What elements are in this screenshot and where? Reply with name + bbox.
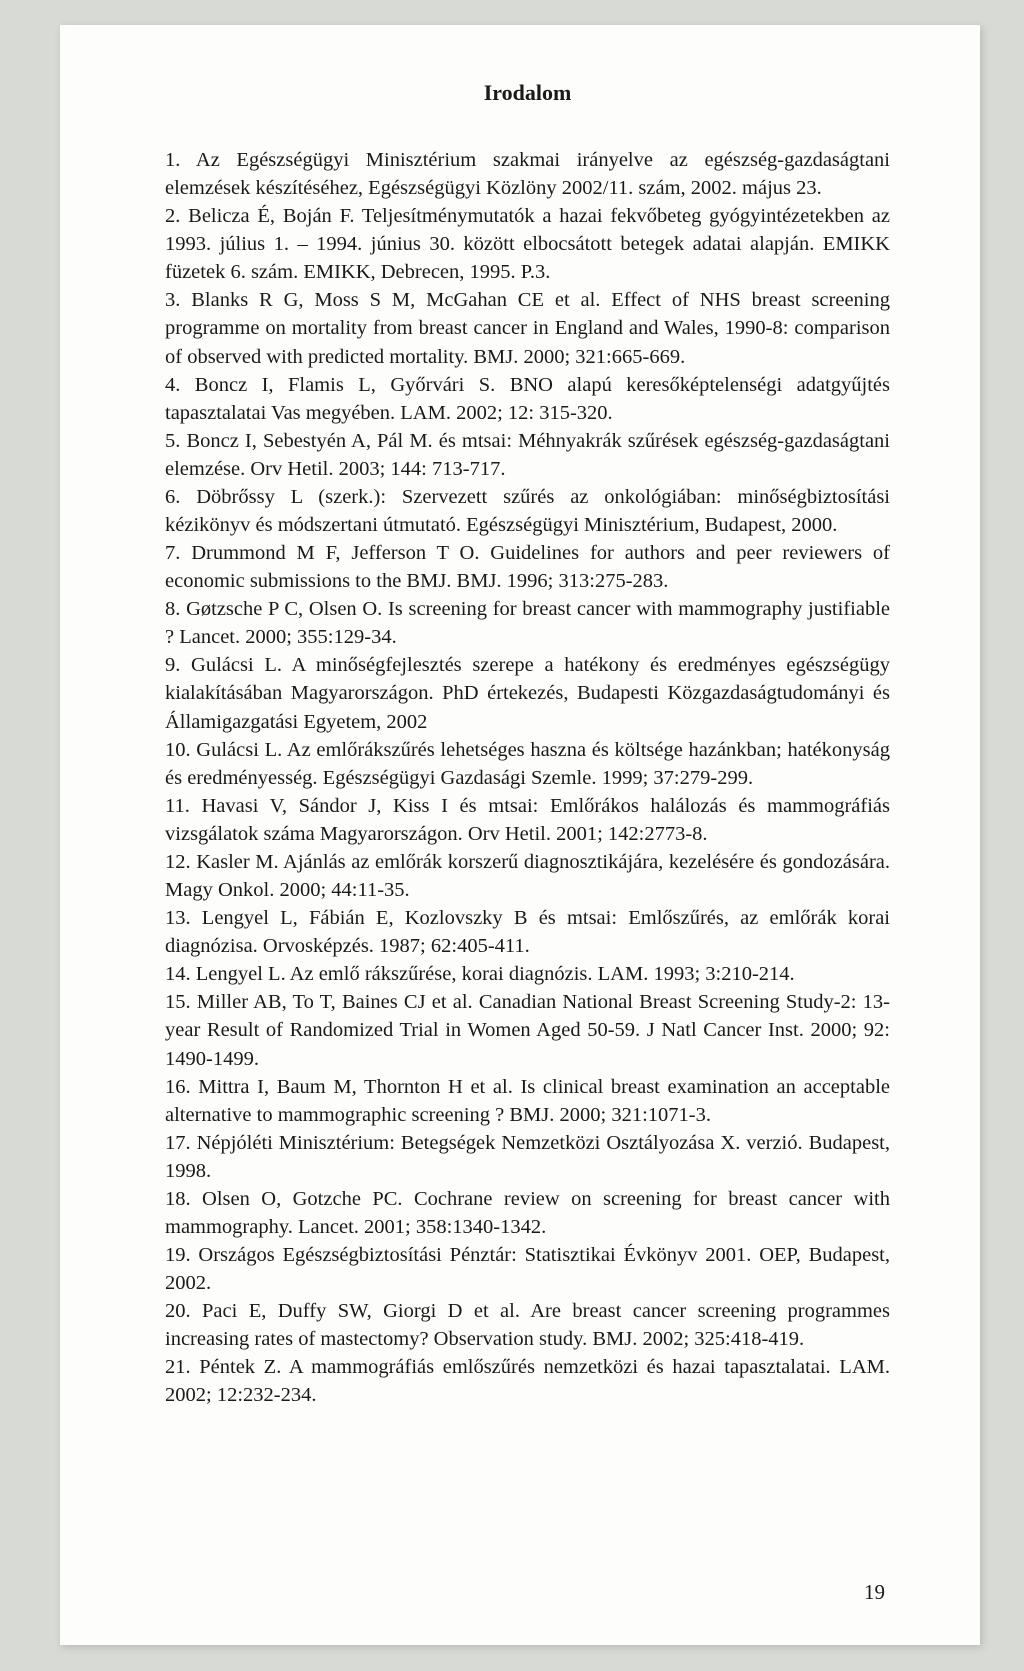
page-title: Irodalom [165,80,890,106]
reference-item: 12. Kasler M. Ajánlás az emlőrák korszer… [165,848,890,904]
reference-item: 7. Drummond M F, Jefferson T O. Guidelin… [165,539,890,595]
reference-item: 13. Lengyel L, Fábián E, Kozlovszky B és… [165,904,890,960]
reference-item: 4. Boncz I, Flamis L, Győrvári S. BNO al… [165,371,890,427]
page-number: 19 [864,1580,885,1605]
reference-item: 16. Mittra I, Baum M, Thornton H et al. … [165,1073,890,1129]
reference-item: 20. Paci E, Duffy SW, Giorgi D et al. Ar… [165,1297,890,1353]
reference-item: 11. Havasi V, Sándor J, Kiss I és mtsai:… [165,792,890,848]
reference-item: 6. Döbrőssy L (szerk.): Szervezett szűré… [165,483,890,539]
reference-item: 17. Népjóléti Minisztérium: Betegségek N… [165,1129,890,1185]
document-page: Irodalom 1. Az Egészségügyi Minisztérium… [60,25,980,1645]
reference-item: 15. Miller AB, To T, Baines CJ et al. Ca… [165,988,890,1072]
reference-item: 9. Gulácsi L. A minőségfejlesztés szerep… [165,651,890,735]
reference-item: 21. Péntek Z. A mammográfiás emlőszűrés … [165,1353,890,1409]
reference-item: 3. Blanks R G, Moss S M, McGahan CE et a… [165,286,890,370]
reference-item: 1. Az Egészségügyi Minisztérium szakmai … [165,146,890,202]
reference-item: 18. Olsen O, Gotzche PC. Cochrane review… [165,1185,890,1241]
reference-list: 1. Az Egészségügyi Minisztérium szakmai … [165,146,890,1410]
reference-item: 2. Belicza É, Boján F. Teljesítménymutat… [165,202,890,286]
reference-item: 19. Országos Egészségbiztosítási Pénztár… [165,1241,890,1297]
reference-item: 8. Gøtzsche P C, Olsen O. Is screening f… [165,595,890,651]
reference-item: 10. Gulácsi L. Az emlőrákszűrés lehetség… [165,736,890,792]
reference-item: 5. Boncz I, Sebestyén A, Pál M. és mtsai… [165,427,890,483]
reference-item: 14. Lengyel L. Az emlő rákszűrése, korai… [165,960,890,988]
